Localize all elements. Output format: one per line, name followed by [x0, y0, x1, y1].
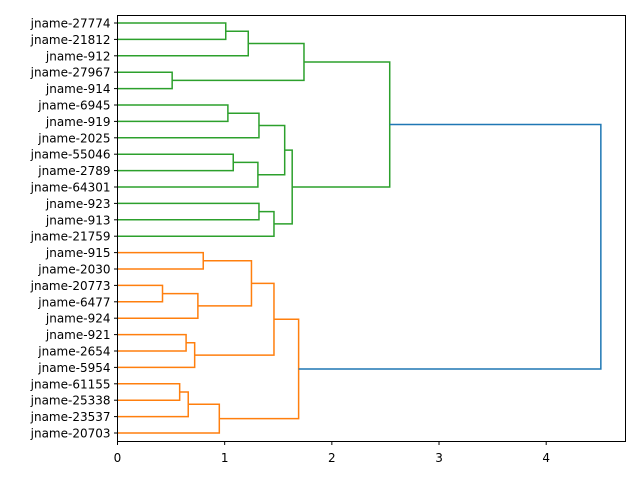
dendrogram-link	[257, 124, 286, 176]
dendrogram-link	[117, 30, 250, 57]
leaf-label: jname-20773	[30, 279, 111, 293]
leaf-label: jname-912	[45, 49, 111, 63]
leaf-label: jname-6945	[37, 99, 110, 113]
dendrogram-link	[117, 342, 196, 369]
leaf-label: jname-21812	[30, 33, 111, 47]
dendrogram-link	[117, 403, 221, 434]
leaf-label: jname-64301	[30, 181, 111, 195]
dendrogram-link	[117, 292, 199, 319]
dendrogram-link	[117, 104, 229, 123]
links	[117, 22, 602, 434]
dendrogram-link	[117, 22, 227, 41]
x-tick-label: 1	[221, 451, 229, 465]
dendrogram-link	[117, 112, 260, 139]
leaf-label: jname-915	[45, 246, 111, 260]
dendrogram-link	[172, 42, 305, 82]
leaf-label: jname-913	[45, 213, 111, 227]
dendrogram-link	[117, 71, 173, 90]
leaf-label: jname-61155	[30, 377, 111, 391]
dendrogram-link	[298, 123, 602, 370]
dendrogram-link	[117, 391, 189, 418]
plot-frame	[117, 15, 626, 442]
dendrogram-link	[197, 260, 253, 307]
leaf-label: jname-914	[45, 82, 111, 96]
dendrogram-link	[219, 318, 300, 420]
x-tick-label: 0	[114, 451, 122, 465]
leaf-label: jname-5954	[37, 361, 110, 375]
x-tick-label: 3	[435, 451, 443, 465]
leaf-label: jname-924	[45, 312, 111, 326]
leaf-label: jname-2025	[37, 131, 110, 145]
leaf-label: jname-23537	[30, 410, 111, 424]
dendrogram-link	[273, 149, 293, 225]
dendrogram-link	[117, 210, 275, 237]
dendrogram-link	[117, 383, 181, 401]
leaf-label: jname-27967	[30, 66, 111, 80]
leaf-label: jname-6477	[37, 295, 110, 309]
leaf-label: jname-25338	[30, 394, 111, 408]
dendrogram-link	[117, 161, 259, 188]
dendrogram-link	[194, 282, 275, 356]
x-tick-label: 2	[328, 451, 336, 465]
leaf-labels: jname-27774 jname-21812 jname-912 jname-279…	[30, 17, 118, 441]
leaf-label: jname-919	[45, 115, 111, 129]
leaf-label: jname-20703	[30, 427, 111, 441]
leaf-label: jname-2030	[37, 263, 110, 277]
dendrogram-link	[117, 284, 164, 303]
x-tick-label: 4	[542, 451, 550, 465]
leaf-label: jname-55046	[30, 148, 111, 162]
dendrogram-link	[117, 202, 260, 221]
leaf-label: jname-21759	[30, 230, 111, 244]
x-axis-ticks: 0 1 2 3 4	[114, 441, 550, 465]
leaf-label: jname-921	[45, 328, 111, 342]
dendrogram-link	[117, 333, 187, 352]
dendrogram-link	[117, 251, 204, 270]
dendrogram-link	[292, 61, 391, 188]
dendrogram-link	[117, 153, 234, 172]
leaf-label: jname-27774	[30, 17, 111, 31]
leaf-label: jname-2654	[37, 345, 110, 359]
leaf-label: jname-2789	[37, 164, 110, 178]
leaf-label: jname-923	[45, 197, 111, 211]
